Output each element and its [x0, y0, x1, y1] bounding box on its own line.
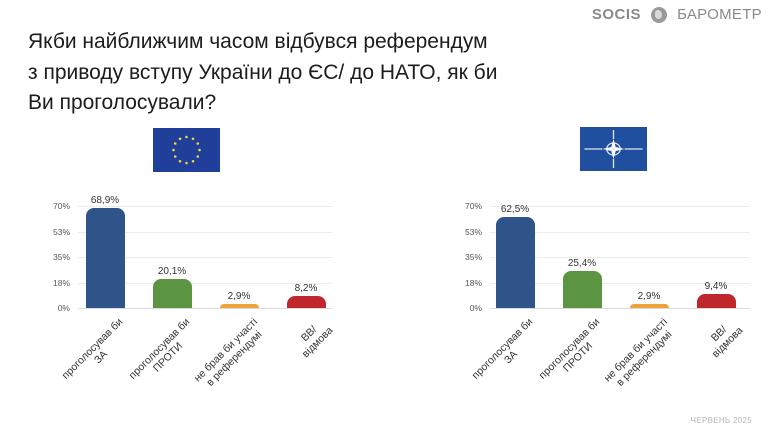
y-axis-tick-label: 70%: [52, 201, 70, 211]
brand-header: SOCIS БАРОМЕТР: [592, 6, 762, 23]
gridline: [78, 206, 332, 207]
y-axis-tick-label: 53%: [52, 226, 70, 237]
title-line-2: з приводу вступу України до ЄС/ до НАТО,…: [28, 60, 498, 84]
gridline: [490, 206, 750, 207]
eu-bar-chart: 70% 53% 35% 18% 0% 68,9% проголосував би ЗА 20,1…: [40, 194, 340, 389]
x-axis-category-label: не брав би участі в референдумі: [601, 316, 678, 393]
bar: [286, 296, 326, 308]
y-axis-tick-label: 18%: [464, 277, 482, 288]
x-axis-baseline: [78, 308, 332, 309]
socis-logo: SOCIS: [591, 6, 642, 23]
x-axis-category-label: проголосував би ЗА: [470, 316, 544, 390]
bar-value-label: 2,9%: [637, 290, 661, 302]
globe-icon: [651, 6, 668, 23]
bar-value-label: 68,9%: [90, 194, 120, 206]
x-axis-category-label: проголосував би ЗА: [60, 316, 134, 390]
gridline: [78, 257, 332, 258]
bar-value-label: 9,4%: [704, 281, 728, 293]
bar-value-label: 20,1%: [157, 265, 187, 277]
gridline: [78, 282, 332, 284]
gridline: [490, 282, 750, 284]
nato-bar-chart: 70% 53% 35% 18% 0% 62,5% проголосував би ЗА 25,4…: [450, 195, 750, 389]
bar-value-label: 2,9%: [227, 290, 251, 302]
footer-date: ЧЕРВЕНЬ 2025: [690, 416, 752, 425]
x-axis-category-label: проголосував би ПРОТИ: [537, 316, 611, 390]
barometer-label: БАРОМЕТР: [677, 6, 762, 23]
y-axis-tick-label: 0%: [469, 303, 482, 313]
y-axis-tick-label: 18%: [52, 277, 70, 288]
title-line-1: Якби найближчим часом відбувся референду…: [28, 30, 488, 53]
x-axis-category-label: не брав би участі в референдумі: [191, 316, 268, 393]
bar: [152, 278, 192, 308]
bar-value-label: 8,2%: [294, 283, 318, 295]
x-axis-baseline: [490, 308, 750, 309]
bar: [696, 294, 736, 308]
x-axis-category-label: ВВ/відмова: [291, 316, 335, 361]
y-axis-tick-label: 35%: [52, 252, 70, 262]
bar: [85, 207, 125, 308]
y-axis-tick-label: 0%: [57, 303, 70, 313]
gridline: [490, 231, 750, 233]
gridline: [78, 231, 332, 233]
eu-flag-icon: [153, 128, 220, 172]
bar: [562, 270, 602, 308]
x-axis-category-label: проголосував би ПРОТИ: [127, 316, 201, 390]
bar: [495, 216, 535, 308]
page-title: Якби найближчим часом відбувся референду…: [28, 27, 548, 119]
bar-value-label: 62,5%: [500, 203, 530, 215]
nato-flag-icon: [580, 127, 647, 171]
bar-value-label: 25,4%: [567, 257, 597, 269]
bar: [219, 303, 259, 308]
bar: [629, 303, 669, 308]
y-axis-tick-label: 53%: [464, 226, 482, 237]
title-line-3: Ви проголосували?: [28, 91, 217, 114]
y-axis-tick-label: 70%: [464, 201, 482, 211]
y-axis-tick-label: 35%: [464, 252, 482, 262]
x-axis-category-label: ВВ/відмова: [701, 316, 745, 361]
gridline: [490, 257, 750, 258]
